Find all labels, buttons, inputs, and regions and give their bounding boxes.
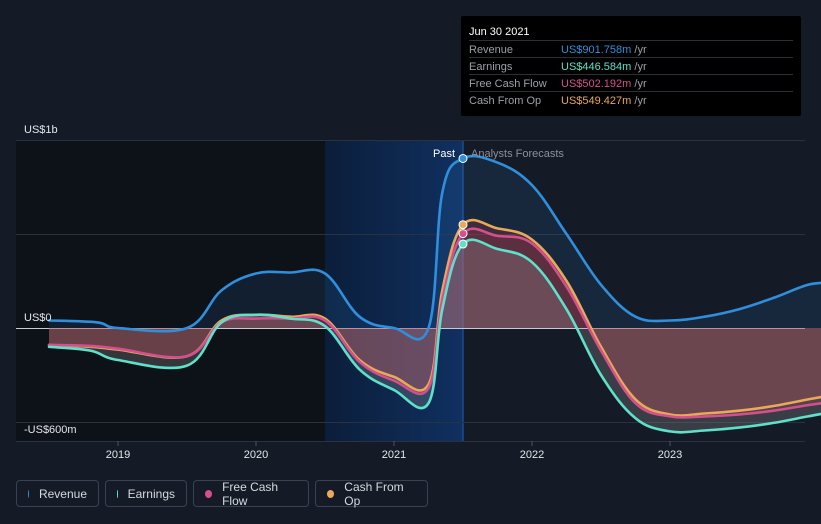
tooltip-value: US$502.192m /yr <box>561 78 647 90</box>
earnings-line <box>47 238 821 434</box>
tooltip-label: Cash From Op <box>469 95 542 107</box>
earnings-area <box>49 239 821 433</box>
tooltip-row-free-cash-flow: Free Cash Flow US$502.192m /yr <box>469 74 793 92</box>
past-label: Past <box>433 148 455 160</box>
x-tick-label: 2022 <box>520 449 544 461</box>
tooltip-row-earnings: Earnings US$446.584m /yr <box>469 57 793 75</box>
revenue-point <box>458 153 468 163</box>
forecast-label: Analysts Forecasts <box>471 148 564 160</box>
y-tick-label: US$0 <box>24 312 52 324</box>
cash-from-op-area <box>49 220 821 416</box>
tooltip-value: US$446.584m /yr <box>561 61 647 73</box>
earnings-point <box>458 239 468 249</box>
y-tick-label: -US$600m <box>24 424 77 436</box>
x-tick-label: 2019 <box>106 449 130 461</box>
chart-legend: Revenue Earnings Free Cash Flow Cash Fro… <box>16 480 428 509</box>
legend-label: Cash From Op <box>344 479 404 508</box>
cash-from-op-dot-icon <box>327 489 335 498</box>
x-tick-label: 2021 <box>382 449 406 461</box>
tooltip-label: Free Cash Flow <box>469 78 547 90</box>
tooltip-label: Revenue <box>469 44 514 56</box>
cash-from-op-point <box>458 220 468 230</box>
free-cash-flow-point <box>458 229 468 239</box>
legend-label: Earnings <box>127 486 175 501</box>
free-cash-flow-dot-icon <box>205 489 213 498</box>
x-tick-label: 2020 <box>244 449 268 461</box>
legend-item-earnings[interactable]: Earnings <box>105 480 187 507</box>
tooltip-date: Jun 30 2021 <box>469 26 530 38</box>
tooltip-value: US$549.427m /yr <box>561 95 647 107</box>
x-tick-label: 2023 <box>658 449 682 461</box>
free-cash-flow-area <box>49 228 821 418</box>
revenue-line <box>47 154 821 341</box>
revenue-dot-icon <box>28 489 29 498</box>
y-tick-label: US$1b <box>24 124 58 136</box>
earnings-dot-icon <box>117 489 118 498</box>
legend-label: Free Cash Flow <box>222 479 279 508</box>
revenue-area <box>49 156 821 340</box>
tooltip-label: Earnings <box>469 61 513 73</box>
legend-label: Revenue <box>38 486 87 501</box>
tooltip-row-revenue: Revenue US$901.758m /yr <box>469 40 793 58</box>
tooltip-value: US$901.758m /yr <box>561 44 647 56</box>
legend-item-cash-from-op[interactable]: Cash From Op <box>315 479 428 508</box>
chart-area: US$1b US$0 -US$600m 2019 2020 2021 2022 2023 Pas… <box>16 124 821 461</box>
tooltip-row-cash-from-op: Cash From Op US$549.427m /yr <box>469 91 793 109</box>
data-tooltip: Jun 30 2021 Revenue US$901.758m /yr Earn… <box>461 16 801 116</box>
legend-item-revenue[interactable]: Revenue <box>16 480 99 507</box>
legend-item-free-cash-flow[interactable]: Free Cash Flow <box>193 479 309 508</box>
